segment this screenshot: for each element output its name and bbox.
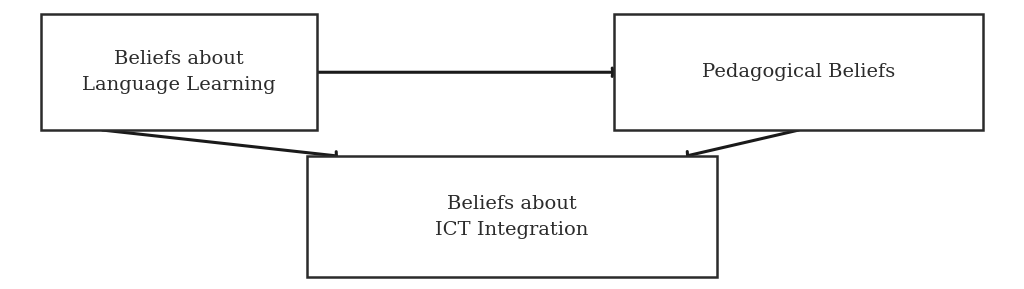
Text: Beliefs about
ICT Integration: Beliefs about ICT Integration bbox=[435, 194, 589, 239]
Bar bbox=[41, 14, 317, 130]
Bar bbox=[614, 14, 983, 130]
Text: Beliefs about
Language Learning: Beliefs about Language Learning bbox=[82, 50, 276, 95]
Bar bbox=[307, 156, 717, 277]
Text: Pedagogical Beliefs: Pedagogical Beliefs bbox=[702, 63, 895, 81]
